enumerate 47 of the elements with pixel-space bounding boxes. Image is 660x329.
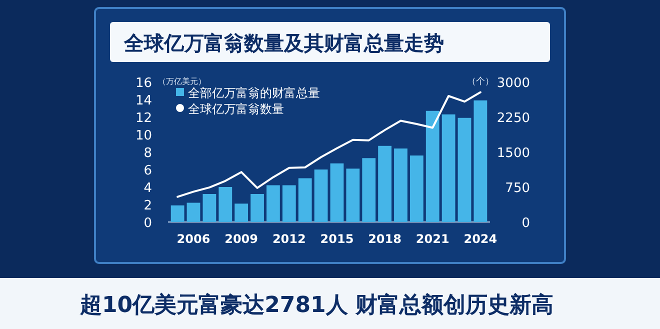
y-tick-label: 4 <box>144 181 152 196</box>
y-tick-label: 8 <box>144 146 152 161</box>
y-tick-label: 0 <box>144 216 152 231</box>
bar <box>186 202 200 222</box>
y-tick-label: 10 <box>135 128 152 144</box>
bar <box>394 148 408 222</box>
bar <box>250 194 264 222</box>
bar <box>202 194 216 222</box>
y2-tick-label: 0 <box>522 216 530 231</box>
y-tick-label: 16 <box>135 76 152 91</box>
bar <box>282 185 296 222</box>
bar <box>474 100 488 222</box>
x-tick-label: 2021 <box>416 232 450 246</box>
x-tick-label: 2006 <box>176 232 210 246</box>
legend-label: 全球亿万富翁数量 <box>188 102 284 116</box>
bar <box>218 187 232 222</box>
bar <box>314 170 328 222</box>
chart-title: 全球亿万富翁数量及其财富总量走势 <box>123 31 444 55</box>
y-tick-label: 2 <box>144 198 152 214</box>
y2-tick-label: 750 <box>505 181 530 196</box>
text: 超10亿美元富豪达2781人 财富总额创历史新高 <box>79 292 554 318</box>
y-tick-label: 12 <box>135 111 152 126</box>
bar <box>266 185 280 222</box>
y2-tick-label: 3000 <box>496 76 530 91</box>
x-tick-label: 2009 <box>224 232 258 246</box>
x-tick-label: 2015 <box>320 232 354 246</box>
bar <box>330 163 344 222</box>
bar <box>442 114 456 222</box>
y-tick-label: 6 <box>144 164 152 178</box>
y2-tick-label: 2250 <box>496 111 530 126</box>
bar <box>378 146 392 222</box>
y2-axis-title: （个） <box>467 76 494 87</box>
bar <box>298 178 312 222</box>
bar <box>410 156 424 222</box>
y-tick-label: 14 <box>135 94 152 108</box>
x-tick-label: 2018 <box>368 232 402 246</box>
bar <box>170 205 184 222</box>
x-tick-label: 2024 <box>464 232 498 246</box>
y2-tick-label: 1500 <box>496 146 530 161</box>
legend-label: 全部亿万富翁的财富总量 <box>188 86 320 100</box>
bar <box>362 158 376 222</box>
x-tick-label: 2012 <box>272 232 306 246</box>
bar <box>346 168 360 222</box>
bar <box>458 118 472 222</box>
y-axis-title: （万亿美元） <box>158 77 206 86</box>
bar <box>234 204 248 222</box>
bar <box>426 110 440 222</box>
